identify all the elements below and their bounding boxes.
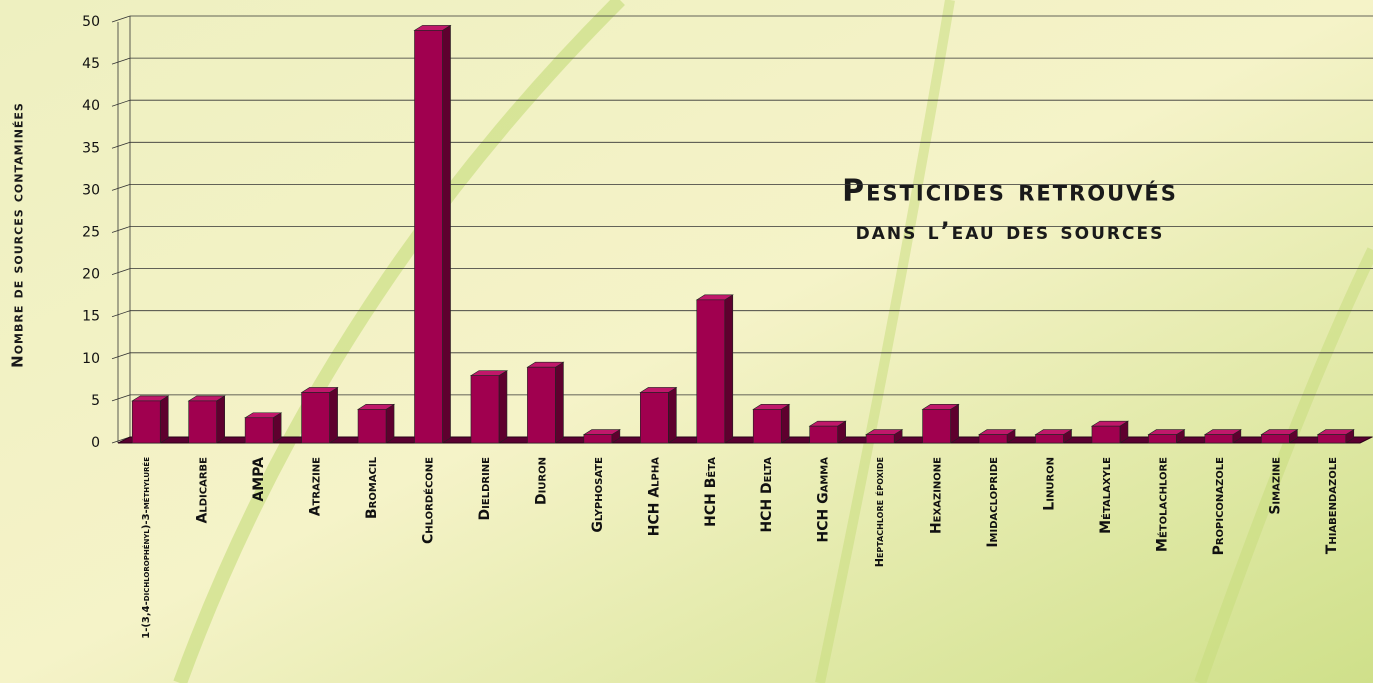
- x-tick-label: Atrazine: [308, 457, 324, 516]
- y-tick-label: 0: [91, 435, 100, 451]
- x-tick-label: 1-(3,4-dichlorophényl)-3-méthylurée: [141, 457, 152, 639]
- y-tick-label: 25: [82, 225, 100, 241]
- bar: [810, 426, 838, 443]
- bar: [132, 401, 160, 443]
- x-tick-label: HCH Gamma: [816, 457, 832, 543]
- x-tick-label: Imidaclopride: [985, 457, 1001, 548]
- x-tick-label: AMPA: [251, 457, 267, 502]
- bar: [189, 401, 217, 443]
- x-tick-label: Diuron: [533, 457, 549, 505]
- x-tick-label: Linuron: [1042, 457, 1058, 511]
- bar-side: [781, 404, 789, 443]
- bar-side: [555, 362, 563, 443]
- chart: Pesticides retrouvés dans l’eau des sour…: [0, 0, 1373, 683]
- y-tick-label: 35: [82, 140, 100, 156]
- x-tick-label: Simazine: [1267, 457, 1283, 515]
- chart-subtitle: dans l’eau des sources: [856, 217, 1165, 245]
- x-tick-label: Glyphosate: [590, 457, 606, 533]
- y-tick-label: 30: [82, 182, 100, 198]
- bar: [527, 367, 555, 443]
- bar-side: [160, 396, 168, 443]
- x-tick-label: HCH Delta: [759, 457, 775, 533]
- x-tick-label: Métalaxyle: [1098, 457, 1114, 534]
- background: [0, 0, 1373, 683]
- bar: [866, 435, 894, 443]
- bar: [245, 418, 273, 443]
- x-tick-label: Thiabendazole: [1324, 457, 1340, 554]
- x-tick-label: Dieldrine: [477, 457, 493, 521]
- bar-side: [443, 25, 451, 443]
- x-tick-label: HCH Alpha: [646, 457, 662, 536]
- x-tick-label: Bromacil: [364, 456, 380, 519]
- x-tick-label: HCH Bêta: [703, 457, 719, 527]
- x-tick-label: Heptachlore époxide: [873, 457, 886, 567]
- y-tick-label: 45: [82, 56, 100, 72]
- bar: [415, 30, 443, 443]
- bar-side: [951, 404, 959, 443]
- y-tick-label: 40: [82, 98, 100, 114]
- bar-side: [725, 295, 733, 443]
- bar: [923, 409, 951, 443]
- y-tick-label: 10: [82, 351, 100, 367]
- y-axis-label: Nombre de sources contaminées: [9, 102, 27, 368]
- bar-side: [499, 371, 507, 443]
- bar: [979, 435, 1007, 443]
- bar: [302, 392, 330, 443]
- chart-title: Pesticides retrouvés: [842, 174, 1178, 209]
- x-tick-label: Hexazinone: [929, 457, 945, 534]
- y-tick-label: 15: [82, 309, 100, 325]
- bar-side: [668, 387, 676, 443]
- bar: [1148, 435, 1176, 443]
- y-tick-label: 50: [82, 14, 100, 30]
- bar: [358, 409, 386, 443]
- bar: [1036, 435, 1064, 443]
- y-tick-label: 20: [82, 267, 100, 283]
- bar-side: [330, 387, 338, 443]
- bar: [584, 435, 612, 443]
- bar: [640, 392, 668, 443]
- x-tick-label: Aldicarbe: [195, 457, 211, 524]
- bar: [1205, 435, 1233, 443]
- x-tick-label: Chlordécone: [421, 457, 437, 544]
- bar: [1092, 426, 1120, 443]
- y-tick-label: 5: [91, 393, 100, 409]
- bar: [697, 300, 725, 443]
- x-tick-label: Propiconazole: [1211, 457, 1227, 556]
- bar: [753, 409, 781, 443]
- bar: [1318, 435, 1346, 443]
- x-tick-label: Métolachlore: [1154, 457, 1170, 552]
- bar: [1261, 435, 1289, 443]
- bar: [471, 376, 499, 443]
- bar-side: [386, 404, 394, 443]
- bar-side: [217, 396, 225, 443]
